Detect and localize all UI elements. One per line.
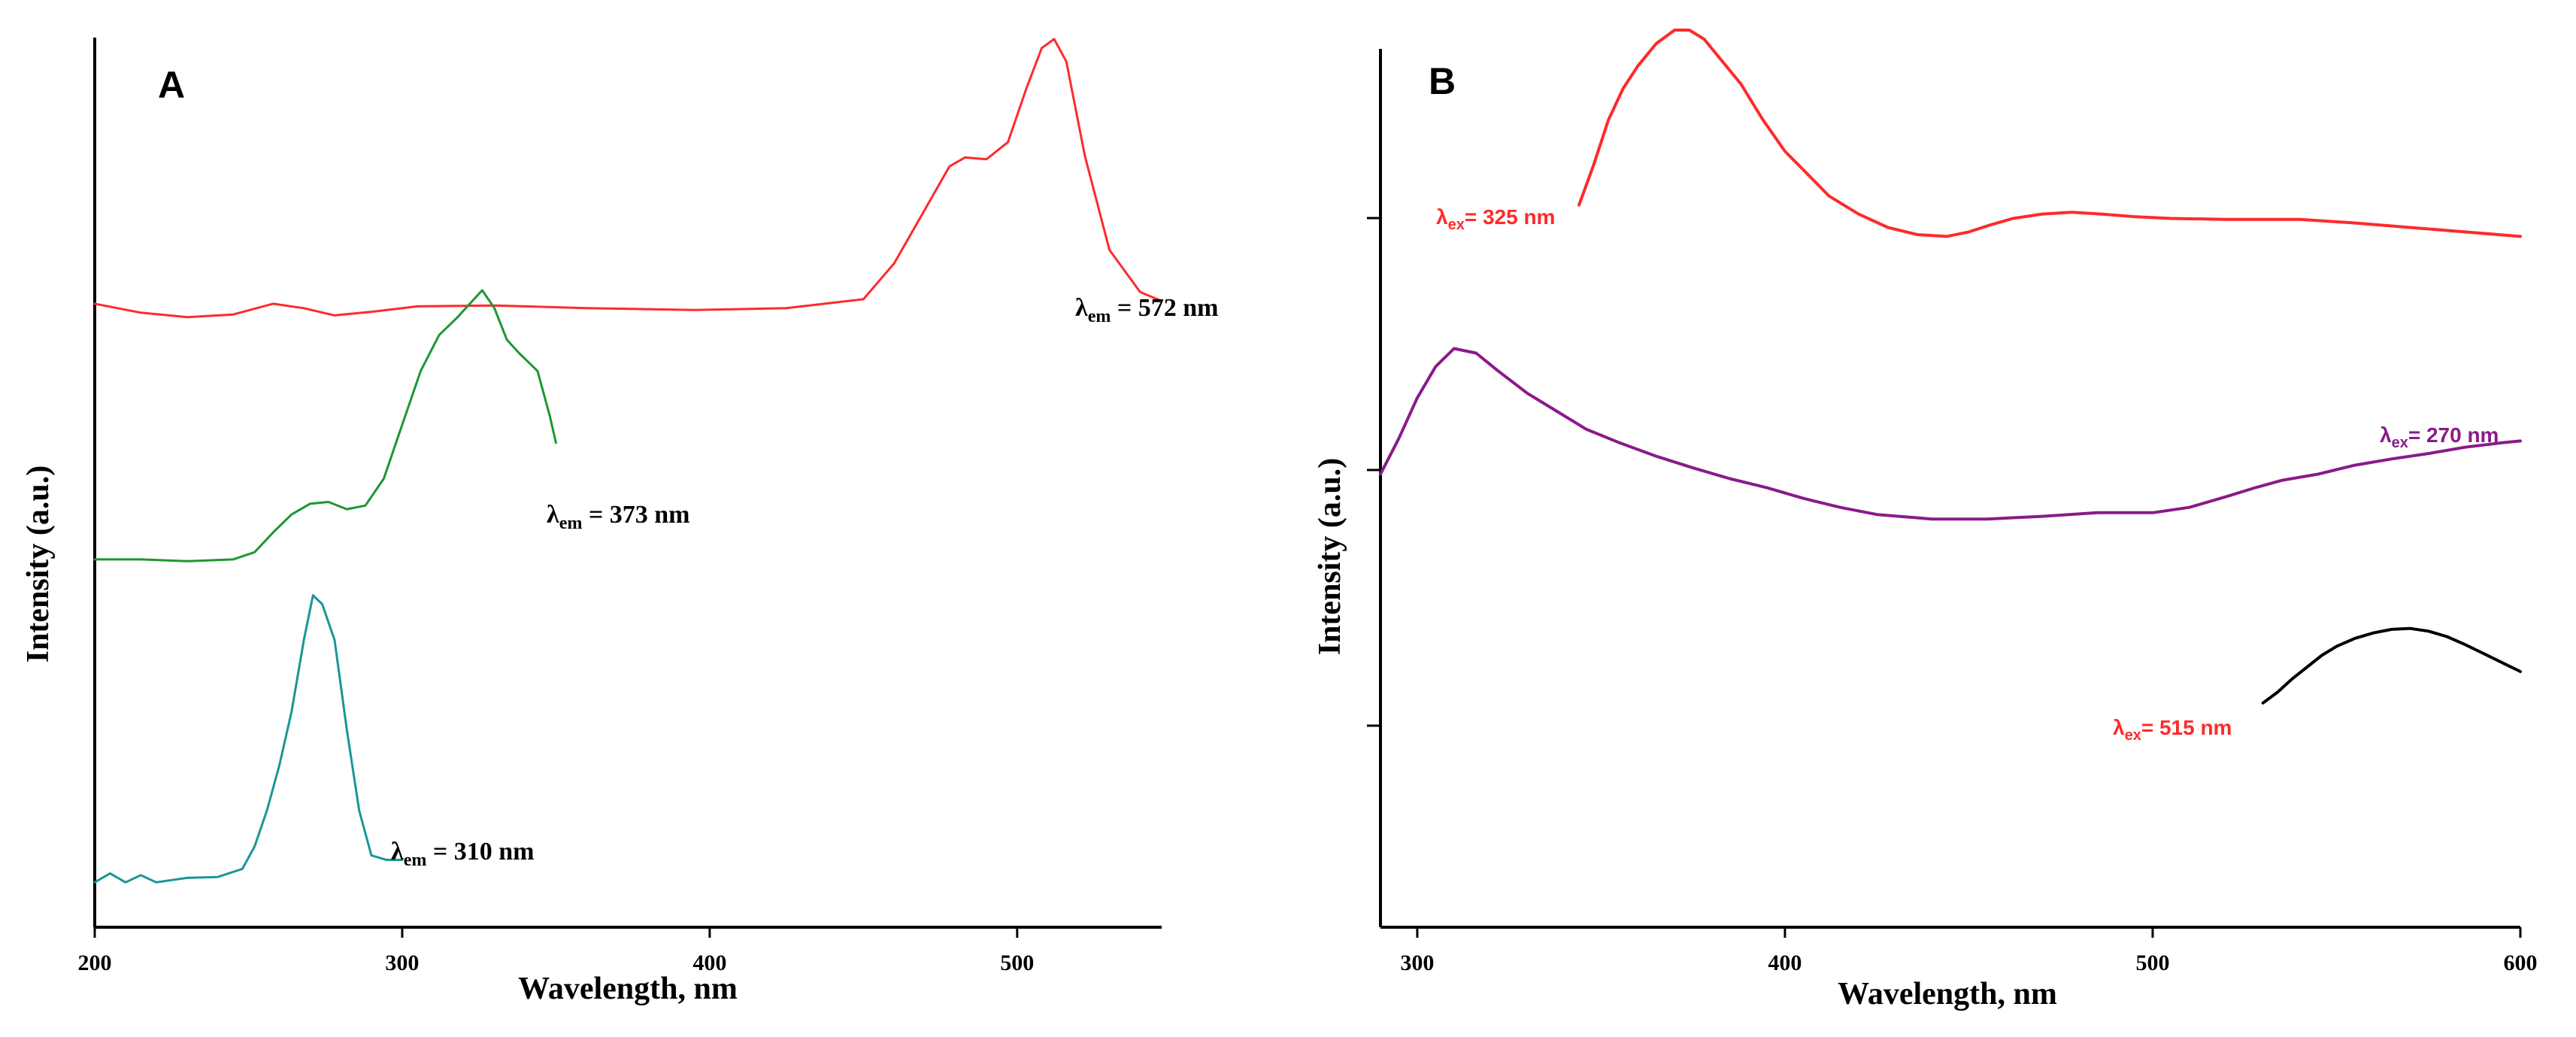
lambda-subscript: ex	[1448, 217, 1465, 233]
panel-a-series-line-2	[93, 289, 557, 562]
panel-a-series-line-1	[93, 38, 1163, 319]
panel-a-letter: A	[158, 64, 185, 106]
lambda-subscript: em	[559, 514, 583, 533]
panel-b-ticks	[1416, 927, 2522, 938]
panel-a-series-group	[93, 38, 1163, 884]
panel-b: B 300 400 500 600 Wavelength, nm Intensity …	[1313, 29, 2538, 1011]
panel-a-x-tick-label: 300	[385, 951, 419, 975]
lambda-symbol: λ	[2113, 716, 2125, 739]
panel-a-x-tick-label: 500	[1000, 951, 1034, 975]
lambda-value: = 572 nm	[1111, 294, 1218, 322]
panel-b-annotation-515: λex= 515 nm	[2113, 716, 2232, 744]
panel-a-y-axis-title: Intensity (a.u.)	[21, 465, 56, 663]
panel-b-x-axis-title: Wavelength, nm	[1838, 977, 2057, 1011]
lambda-symbol: λ	[2380, 423, 2392, 447]
lambda-subscript: em	[1088, 307, 1111, 326]
lambda-symbol: λ	[1436, 205, 1448, 229]
panel-b-series-group	[1379, 29, 2522, 705]
panel-b-series-line-2	[1379, 347, 2522, 521]
lambda-symbol: λ	[1075, 294, 1088, 322]
lambda-value: = 515 nm	[2141, 716, 2232, 739]
panel-b-x-tick-label: 600	[2504, 951, 2538, 975]
lambda-value: = 373 nm	[582, 501, 689, 529]
panel-a-tick-labels: 200 300 400 500	[78, 951, 1035, 975]
lambda-subscript: ex	[2392, 435, 2408, 451]
panel-a-series-line-3	[93, 594, 404, 884]
lambda-subscript: em	[404, 851, 427, 870]
panel-a-annotation-310: λem = 310 nm	[391, 838, 534, 870]
panel-a-ticks	[93, 927, 1019, 938]
lambda-symbol: λ	[391, 838, 404, 866]
panel-b-tick-labels: 300 400 500 600	[1400, 951, 2537, 975]
panel-b-x-tick-label: 300	[1400, 951, 1434, 975]
panel-b-x-tick-label: 500	[2135, 951, 2169, 975]
panel-b-annotation-325: λex= 325 nm	[1436, 205, 1555, 233]
lambda-subscript: ex	[2125, 727, 2141, 744]
panel-a-annotation-572: λem = 572 nm	[1075, 294, 1218, 326]
panel-a: A 200 300 400 500 Wavelength, nm Intensity …	[21, 38, 1218, 1006]
lambda-symbol: λ	[547, 501, 559, 529]
panel-a-x-tick-label: 400	[692, 951, 726, 975]
panel-a-x-tick-label: 200	[78, 951, 112, 975]
panel-b-annotation-270: λex= 270 nm	[2380, 423, 2499, 451]
panel-b-x-tick-label: 400	[1768, 951, 1802, 975]
panel-b-series-line-3	[2261, 626, 2522, 705]
panel-a-x-axis-title: Wavelength, nm	[518, 972, 738, 1006]
panel-b-letter: B	[1429, 60, 1456, 102]
lambda-value: = 310 nm	[426, 838, 534, 866]
panel-b-y-axis-title: Intensity (a.u.)	[1313, 458, 1347, 656]
lambda-value: = 270 nm	[2408, 423, 2499, 447]
panel-a-annotation-373: λem = 373 nm	[547, 501, 689, 533]
panel-b-series-line-1	[1577, 29, 2522, 238]
lambda-value: = 325 nm	[1465, 205, 1556, 229]
